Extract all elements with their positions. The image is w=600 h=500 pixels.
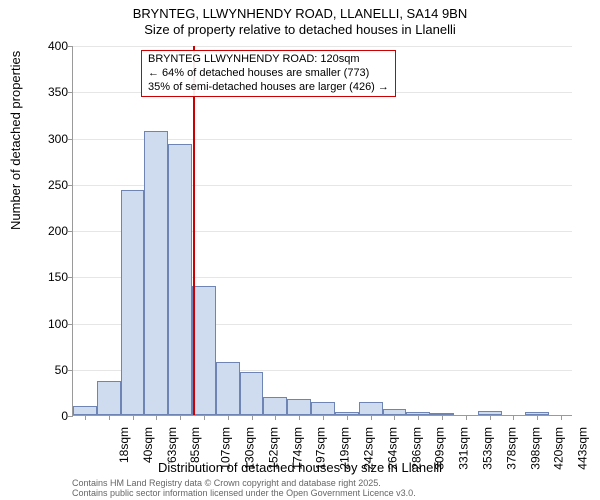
- xtick-label: 174sqm: [290, 427, 304, 470]
- histogram-bar: [263, 397, 287, 416]
- plot-area: BRYNTEG LLWYNHENDY ROAD: 120sqm ← 64% of…: [72, 46, 572, 416]
- xtick-label: 331sqm: [457, 427, 471, 470]
- ytick-label: 50: [18, 363, 68, 377]
- ytick-mark: [68, 139, 73, 140]
- ytick-mark: [68, 231, 73, 232]
- xtick-label: 264sqm: [386, 427, 400, 470]
- xtick-mark: [133, 415, 134, 420]
- histogram-bar: [240, 372, 264, 415]
- histogram-bar: [359, 402, 383, 415]
- chart-title-line2: Size of property relative to detached ho…: [0, 22, 600, 38]
- histogram-bar: [216, 362, 240, 415]
- xtick-label: 420sqm: [552, 427, 566, 470]
- ytick-label: 150: [18, 270, 68, 284]
- xtick-label: 197sqm: [314, 427, 328, 470]
- footer-line1: Contains HM Land Registry data © Crown c…: [72, 478, 416, 488]
- ytick-mark: [68, 416, 73, 417]
- xtick-mark: [561, 415, 562, 420]
- xtick-label: 242sqm: [362, 427, 376, 470]
- gridline: [73, 46, 572, 47]
- xtick-label: 443sqm: [576, 427, 590, 470]
- xtick-label: 130sqm: [243, 427, 257, 470]
- chart-title-line1: BRYNTEG, LLWYNHENDY ROAD, LLANELLI, SA14…: [0, 6, 600, 22]
- xtick-mark: [513, 415, 514, 420]
- xtick-mark: [85, 415, 86, 420]
- xtick-label: 107sqm: [219, 427, 233, 470]
- callout-line1: BRYNTEG LLWYNHENDY ROAD: 120sqm: [148, 53, 389, 67]
- ytick-mark: [68, 185, 73, 186]
- xtick-mark: [156, 415, 157, 420]
- xtick-mark: [228, 415, 229, 420]
- xtick-mark: [109, 415, 110, 420]
- property-size-histogram: BRYNTEG, LLWYNHENDY ROAD, LLANELLI, SA14…: [0, 0, 600, 500]
- xtick-mark: [275, 415, 276, 420]
- ytick-label: 250: [18, 178, 68, 192]
- xtick-label: 152sqm: [266, 427, 280, 470]
- ytick-label: 200: [18, 224, 68, 238]
- xtick-mark: [252, 415, 253, 420]
- histogram-bar: [168, 144, 192, 415]
- histogram-bar: [121, 190, 145, 415]
- xtick-mark: [299, 415, 300, 420]
- xtick-label: 309sqm: [433, 427, 447, 470]
- subject-property-marker: [193, 46, 195, 415]
- xtick-label: 219sqm: [338, 427, 352, 470]
- histogram-bar: [192, 286, 216, 416]
- histogram-bar: [73, 406, 97, 415]
- xtick-label: 286sqm: [409, 427, 423, 470]
- histogram-bar: [287, 399, 311, 415]
- ytick-mark: [68, 370, 73, 371]
- attribution-footer: Contains HM Land Registry data © Crown c…: [72, 478, 416, 499]
- xtick-mark: [442, 415, 443, 420]
- xtick-label: 40sqm: [141, 427, 155, 463]
- ytick-label: 0: [18, 409, 68, 423]
- callout-line2: ← 64% of detached houses are smaller (77…: [148, 67, 389, 81]
- xtick-label: 18sqm: [117, 427, 131, 463]
- xtick-label: 398sqm: [528, 427, 542, 470]
- callout-line3: 35% of semi-detached houses are larger (…: [148, 81, 389, 95]
- xtick-label: 63sqm: [165, 427, 179, 463]
- ytick-mark: [68, 277, 73, 278]
- footer-line2: Contains public sector information licen…: [72, 488, 416, 498]
- xtick-mark: [323, 415, 324, 420]
- xtick-mark: [490, 415, 491, 420]
- xtick-label: 378sqm: [505, 427, 519, 470]
- xtick-label: 85sqm: [188, 427, 202, 463]
- histogram-bar: [97, 381, 121, 415]
- ytick-label: 300: [18, 132, 68, 146]
- xtick-mark: [204, 415, 205, 420]
- xtick-mark: [466, 415, 467, 420]
- xtick-mark: [418, 415, 419, 420]
- ytick-mark: [68, 324, 73, 325]
- ytick-mark: [68, 92, 73, 93]
- histogram-bar: [311, 402, 335, 415]
- xtick-mark: [347, 415, 348, 420]
- xtick-mark: [371, 415, 372, 420]
- ytick-label: 400: [18, 39, 68, 53]
- xtick-label: 353sqm: [481, 427, 495, 470]
- xtick-mark: [537, 415, 538, 420]
- xtick-mark: [394, 415, 395, 420]
- xtick-mark: [180, 415, 181, 420]
- marker-callout: BRYNTEG LLWYNHENDY ROAD: 120sqm ← 64% of…: [141, 50, 396, 97]
- chart-title-block: BRYNTEG, LLWYNHENDY ROAD, LLANELLI, SA14…: [0, 6, 600, 39]
- histogram-bar: [144, 131, 168, 415]
- ytick-mark: [68, 46, 73, 47]
- ytick-label: 350: [18, 85, 68, 99]
- ytick-label: 100: [18, 317, 68, 331]
